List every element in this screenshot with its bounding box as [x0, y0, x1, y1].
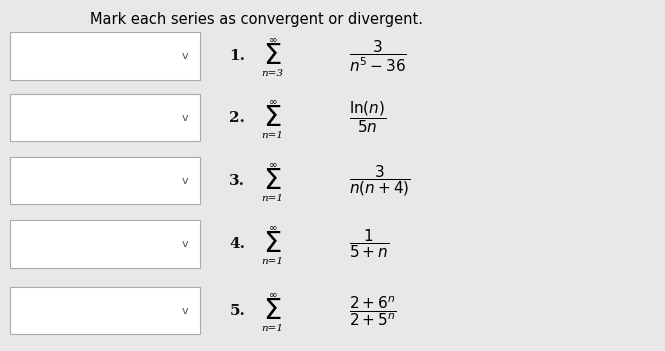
Text: $\Sigma$: $\Sigma$ — [263, 167, 282, 195]
Text: v: v — [182, 306, 188, 316]
Text: 4.: 4. — [229, 237, 245, 251]
Text: 2.: 2. — [229, 111, 245, 125]
Text: $\infty$: $\infty$ — [268, 97, 277, 106]
Text: $\infty$: $\infty$ — [268, 223, 277, 232]
Text: $\Sigma$: $\Sigma$ — [263, 230, 282, 258]
Text: 1.: 1. — [229, 49, 245, 63]
Text: n=1: n=1 — [261, 257, 284, 266]
Text: $\dfrac{\ln(n)}{5n}$: $\dfrac{\ln(n)}{5n}$ — [349, 100, 386, 135]
Text: v: v — [182, 51, 188, 61]
Text: Mark each series as convergent or divergent.: Mark each series as convergent or diverg… — [90, 12, 423, 27]
Text: $\infty$: $\infty$ — [268, 160, 277, 169]
Text: $\dfrac{3}{n(n+4)}$: $\dfrac{3}{n(n+4)}$ — [349, 163, 411, 198]
Text: v: v — [182, 239, 188, 249]
FancyBboxPatch shape — [10, 33, 199, 80]
FancyBboxPatch shape — [10, 94, 199, 141]
Text: $\dfrac{1}{5+n}$: $\dfrac{1}{5+n}$ — [349, 227, 389, 260]
Text: 5.: 5. — [229, 304, 245, 318]
Text: $\Sigma$: $\Sigma$ — [263, 104, 282, 132]
Text: 3.: 3. — [229, 174, 245, 188]
Text: n=1: n=1 — [261, 324, 284, 333]
Text: $\infty$: $\infty$ — [268, 35, 277, 44]
FancyBboxPatch shape — [10, 220, 199, 267]
Text: n=1: n=1 — [261, 194, 284, 203]
Text: v: v — [182, 113, 188, 122]
Text: $\Sigma$: $\Sigma$ — [263, 297, 282, 325]
Text: $\infty$: $\infty$ — [268, 290, 277, 299]
Text: $\dfrac{2+6^n}{2+5^n}$: $\dfrac{2+6^n}{2+5^n}$ — [349, 294, 396, 327]
FancyBboxPatch shape — [10, 287, 199, 334]
Text: n=3: n=3 — [261, 69, 284, 78]
Text: n=1: n=1 — [261, 131, 284, 140]
Text: v: v — [182, 176, 188, 186]
Text: $\Sigma$: $\Sigma$ — [263, 42, 282, 70]
Text: $\dfrac{3}{n^5 - 36}$: $\dfrac{3}{n^5 - 36}$ — [349, 38, 407, 74]
FancyBboxPatch shape — [10, 157, 199, 204]
